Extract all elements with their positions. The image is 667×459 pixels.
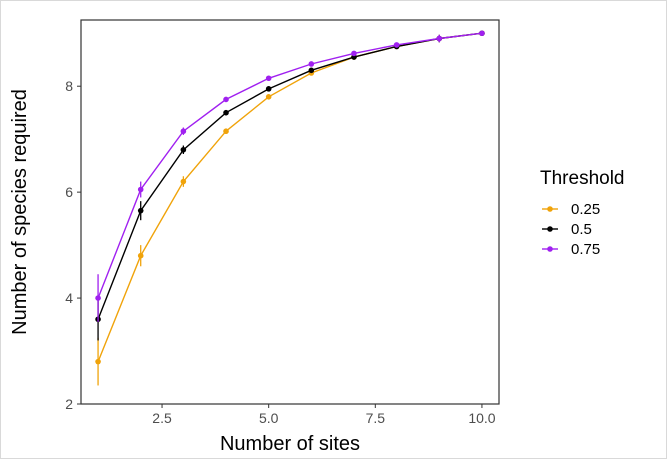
legend-label: 0.75 — [571, 241, 600, 258]
legend-title: Threshold — [540, 168, 625, 189]
data-point — [137, 186, 144, 193]
series-0.5 — [95, 30, 485, 341]
series-0.25 — [95, 30, 485, 386]
series-line — [97, 32, 482, 362]
data-point — [180, 178, 187, 185]
legend-key-point — [547, 206, 553, 212]
y-tick-label: 8 — [65, 78, 73, 94]
legend-item: 0.5 — [542, 221, 592, 238]
plot-panel-border — [80, 19, 500, 405]
data-point — [308, 67, 315, 74]
legend-key-point — [547, 246, 553, 252]
data-point — [223, 96, 229, 103]
series-line — [97, 32, 482, 320]
data-point — [180, 128, 187, 135]
y-tick-label: 4 — [65, 290, 73, 306]
data-point — [95, 295, 101, 301]
data-point — [137, 207, 144, 214]
series-0.75 — [95, 30, 485, 322]
x-tick-label: 10.0 — [468, 410, 495, 426]
data-point — [137, 252, 144, 259]
x-tick-label: 5.0 — [259, 410, 279, 426]
data-point — [180, 146, 187, 153]
legend: Threshold 0.25 0.5 0.75 — [540, 168, 625, 258]
legend-item: 0.75 — [542, 241, 600, 258]
legend-label: 0.5 — [571, 221, 592, 238]
data-point — [265, 86, 272, 92]
series-layer — [95, 30, 485, 386]
y-axis-title: Number of species required — [9, 89, 31, 335]
y-tick-label: 6 — [65, 184, 73, 200]
legend-label: 0.25 — [571, 201, 600, 218]
data-point — [223, 128, 229, 135]
legend-key-point — [547, 226, 553, 232]
data-point — [308, 61, 315, 67]
x-tick-label: 7.5 — [366, 410, 386, 426]
data-point — [436, 35, 443, 42]
y-tick-label: 2 — [65, 396, 73, 412]
data-point — [265, 94, 272, 100]
x-axis-title: Number of sites — [220, 433, 360, 455]
data-point — [95, 358, 101, 365]
tick-layer: 2.5 5.0 7.5 10.0 2 4 6 8 — [65, 78, 496, 426]
data-point — [223, 109, 229, 116]
x-tick-label: 2.5 — [152, 410, 172, 426]
legend-items: 0.25 0.5 0.75 — [542, 201, 600, 258]
data-point — [393, 42, 400, 48]
data-point — [265, 75, 272, 82]
data-point — [479, 30, 485, 37]
legend-item: 0.25 — [542, 201, 600, 218]
series-line — [97, 32, 482, 299]
data-point — [351, 50, 357, 57]
